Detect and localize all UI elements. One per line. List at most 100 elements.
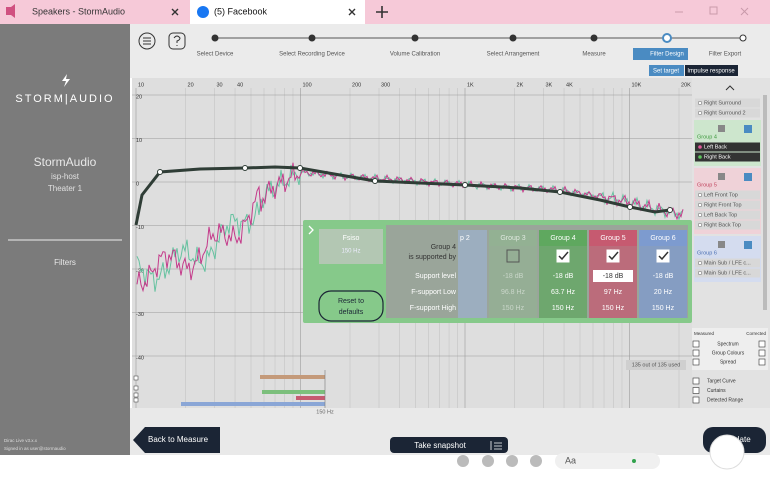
checkbox[interactable] [692, 340, 700, 348]
button[interactable] [685, 65, 738, 76]
reset-label[interactable]: Reset to defaults [338, 298, 364, 316]
close-tab-icons[interactable] [171, 8, 356, 16]
channel-row[interactable] [695, 268, 760, 278]
button-label[interactable]: Impulse response [687, 69, 735, 75]
step-label[interactable]: Filter Design [650, 52, 684, 58]
channel-name[interactable]: Left Back [704, 144, 727, 150]
target-point[interactable] [297, 165, 303, 171]
step-label[interactable]: Select Recording Device [279, 52, 345, 58]
support-checkbox[interactable] [556, 249, 570, 263]
range-toggle[interactable] [133, 375, 139, 381]
support-checkbox[interactable] [656, 249, 670, 263]
button[interactable] [649, 65, 684, 76]
reset-button[interactable] [318, 290, 384, 322]
group-icon[interactable] [718, 125, 725, 132]
target-point[interactable] [627, 204, 633, 210]
group-icon[interactable] [718, 173, 725, 180]
chat-input[interactable] [555, 453, 660, 469]
checkbox[interactable] [692, 387, 700, 394]
help-button[interactable] [168, 32, 186, 50]
channel-row[interactable] [695, 210, 760, 220]
channel-name[interactable]: Right Surround [704, 100, 741, 106]
channel-row[interactable] [695, 108, 760, 118]
checkbox[interactable] [692, 349, 700, 357]
target-point[interactable] [557, 189, 563, 195]
display-option: Spectrum [717, 341, 738, 347]
scroll-up[interactable] [725, 85, 735, 91]
group-icon[interactable] [718, 241, 725, 248]
chat-placeholder: Aa [565, 455, 576, 465]
target-point[interactable] [667, 207, 673, 213]
tab-title[interactable]: Speakers - StormAudio [32, 6, 125, 16]
checkbox[interactable] [758, 349, 766, 357]
menu-button[interactable] [138, 32, 156, 50]
target-point[interactable] [242, 165, 248, 171]
chat-icon[interactable] [506, 455, 518, 467]
channel-name[interactable]: Left Back Top [704, 212, 737, 218]
channel-name[interactable]: Right Surround 2 [704, 110, 746, 116]
back-button[interactable] [133, 427, 220, 453]
checkbox[interactable] [692, 377, 700, 385]
checkbox[interactable] [692, 358, 700, 366]
channel-row[interactable] [695, 98, 760, 108]
channel-dot [697, 110, 703, 116]
checkbox[interactable] [758, 340, 766, 348]
new-tab-button[interactable] [376, 6, 388, 18]
step-label[interactable]: Volume Calibration [390, 52, 440, 58]
channel-name[interactable]: Right Back Top [704, 222, 741, 228]
step-dot [590, 34, 598, 42]
row-label: F-support Low [411, 289, 457, 296]
chat-icon[interactable] [530, 455, 542, 467]
group-icon[interactable] [744, 241, 752, 249]
step-label[interactable]: Select Arrangement [487, 52, 540, 58]
column-header-bg [639, 230, 687, 246]
channel-name[interactable]: Right Back [704, 154, 731, 160]
chat-send[interactable] [709, 434, 745, 470]
curve-option: Curtains [707, 388, 726, 394]
channel-row[interactable] [695, 142, 760, 152]
step-label[interactable]: Filter Export [709, 52, 742, 58]
target-point[interactable] [462, 182, 468, 188]
column-bg [489, 246, 537, 318]
channel-name[interactable]: Main Sub / LFE c... [704, 270, 751, 276]
button-label[interactable]: Set target [653, 69, 679, 75]
range-toggle[interactable] [133, 385, 139, 391]
channel-name[interactable]: Left Front Top [704, 192, 738, 198]
chat-icon[interactable] [482, 455, 494, 467]
fsiso-label: Fsiso [343, 235, 360, 242]
button-label[interactable]: Back to Measure [148, 435, 209, 444]
tab-title[interactable]: (5) Facebook [214, 6, 268, 16]
button-label[interactable]: Take snapshot [414, 441, 466, 450]
row-label: Support level [415, 273, 456, 280]
menu-icon [143, 37, 151, 45]
channel-row[interactable] [695, 190, 760, 200]
support-checkbox[interactable] [606, 249, 620, 263]
checkbox[interactable] [692, 396, 700, 404]
channel-row[interactable] [695, 258, 760, 268]
group-icon[interactable] [744, 173, 752, 181]
range-toggle[interactable] [133, 392, 139, 398]
snapshot-button[interactable] [390, 437, 508, 453]
column-header: Group 6 [650, 235, 675, 242]
window-controls[interactable] [675, 6, 749, 16]
input-box[interactable] [593, 270, 633, 282]
channel-row[interactable] [695, 152, 760, 162]
checkbox[interactable] [758, 358, 766, 366]
group-icon[interactable] [744, 125, 752, 133]
support-checkbox[interactable] [506, 249, 520, 263]
target-point[interactable] [372, 178, 378, 184]
channel-name[interactable]: Main Sub / LFE c... [704, 260, 751, 266]
range-toggle[interactable] [133, 397, 139, 403]
target-point[interactable] [157, 169, 163, 175]
step-label[interactable]: Measure [582, 52, 606, 58]
channel-name[interactable]: Right Front Top [704, 202, 742, 208]
chat-icon[interactable] [457, 455, 469, 467]
active-tab[interactable] [190, 0, 365, 24]
section-link[interactable]: Filters [54, 258, 76, 267]
channel-row[interactable] [695, 220, 760, 230]
channel-row[interactable] [695, 200, 760, 210]
step-label[interactable]: Select Device [197, 52, 234, 58]
collapse-arrow[interactable] [308, 225, 314, 235]
x-label: 40 [237, 82, 243, 88]
